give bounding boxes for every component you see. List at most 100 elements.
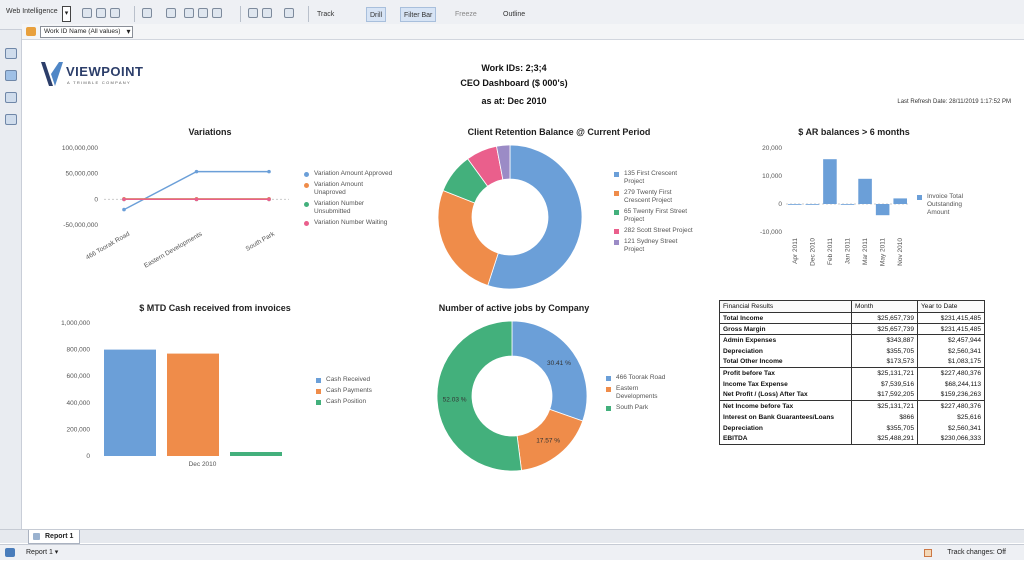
donut-slice xyxy=(511,320,588,422)
last-refresh-date: Last Refresh Date: 28/11/2019 1:17:52 PM xyxy=(897,99,1011,105)
work-id-filter-dropdown[interactable]: Work ID Name (All values) xyxy=(40,26,134,38)
financial-row-label: Depreciation xyxy=(719,345,852,357)
legend-item: Eastern Developments xyxy=(606,385,676,401)
financial-row-ytd: $1,083,175 xyxy=(917,356,985,368)
financial-row-label: Income Tax Expense xyxy=(719,378,852,390)
y-tick-label: -10,000 xyxy=(760,229,782,236)
legend-label: South Park xyxy=(616,404,649,411)
legend-swatch xyxy=(614,172,619,177)
financial-row: Interest on Bank Guarantees/Loans $866 $25… xyxy=(719,411,985,423)
slice-data-label: 52.03 % xyxy=(443,397,467,404)
freeze-button[interactable]: Freeze xyxy=(455,11,477,18)
paste-icon[interactable] xyxy=(198,8,208,18)
outline-button[interactable]: Outline xyxy=(503,11,526,18)
y-tick-label: -50,000,000 xyxy=(63,222,98,229)
refresh-icon[interactable] xyxy=(284,8,294,18)
ar-legend: Invoice Total Outstanding Amount xyxy=(917,193,975,220)
side-panel xyxy=(0,30,22,530)
legend-swatch xyxy=(606,376,611,381)
financial-row-month: $173,573 xyxy=(851,356,918,368)
legend-item: Cash Payments xyxy=(316,387,396,395)
track-button[interactable]: Track xyxy=(317,11,335,18)
financial-row: Depreciation $355,705 $2,560,341 xyxy=(719,345,985,357)
y-tick-label: 10,000 xyxy=(762,173,782,180)
legend-label: Variation Number Unsubmitted xyxy=(314,200,365,215)
ar-bar xyxy=(840,204,855,205)
data-summary-icon[interactable] xyxy=(5,114,17,125)
financial-row-ytd: $227,480,376 xyxy=(917,400,985,412)
legend-label: 279 Twenty First Crescent Project xyxy=(624,189,673,204)
ar-bar xyxy=(788,204,802,205)
x-tick-label: May 2011 xyxy=(880,238,887,266)
logo-subtext: A TRIMBLE COMPANY xyxy=(67,80,131,85)
ar-bar xyxy=(805,204,820,205)
data-point xyxy=(122,197,126,202)
export-icon[interactable] xyxy=(212,8,222,18)
legend-swatch xyxy=(614,210,619,215)
document-structure-icon[interactable] xyxy=(5,70,17,81)
y-tick-label: 0 xyxy=(778,201,782,208)
y-tick-label: 200,000 xyxy=(67,426,91,433)
financial-row-month: $343,887 xyxy=(851,334,918,346)
legend-swatch xyxy=(614,191,619,196)
report-selector[interactable]: Report 1 ▾ xyxy=(26,549,59,556)
jobs-chart-title: Number of active jobs by Company xyxy=(438,303,590,313)
status-bar: Report 1 ▾ Track changes: Off xyxy=(0,544,1024,560)
toolbar-separator xyxy=(308,6,309,22)
financial-row: EBITDA $25,488,291 $230,066,333 xyxy=(719,433,985,445)
ar-bar-chart: 20,000 10,000 0 -10,000 Apr 2011 Dec 2010 Feb … xyxy=(760,145,909,266)
financial-row-ytd: $227,480,376 xyxy=(917,367,985,379)
header-dashboard-title: CEO Dashboard ($ 000's) xyxy=(460,78,568,88)
viewpoint-logo: VIEWPOINT A TRIMBLE COMPANY xyxy=(40,60,180,90)
navigation-map-icon[interactable] xyxy=(5,48,17,59)
legend-swatch xyxy=(316,378,321,383)
filter-bar-button[interactable]: Filter Bar xyxy=(400,7,437,22)
legend-swatch xyxy=(614,229,619,234)
financial-row: Admin Expenses $343,887 $2,457,944 xyxy=(719,334,985,346)
drill-button[interactable]: Drill xyxy=(366,7,387,22)
tab-report-1[interactable]: Report 1 xyxy=(28,530,81,544)
legend-item: Variation Number Waiting xyxy=(304,219,394,227)
financial-row-ytd: $68,244,113 xyxy=(917,378,985,390)
undo-icon[interactable] xyxy=(248,8,258,18)
legend-label: 121 Sydney Street Project xyxy=(624,238,678,253)
toolbar-separator xyxy=(134,6,135,22)
open-icon[interactable] xyxy=(96,8,106,18)
financial-row-ytd: $230,066,333 xyxy=(917,433,985,445)
new-document-icon[interactable] xyxy=(82,8,92,18)
find-icon[interactable] xyxy=(166,8,176,18)
slice-data-label: 30.41 % xyxy=(547,360,571,367)
y-tick-label: 600,000 xyxy=(67,373,91,380)
financial-row: Total Income $25,657,739 $231,415,485 xyxy=(719,312,985,324)
cash-chart-title: $ MTD Cash received from invoices xyxy=(139,303,291,313)
y-tick-label: 400,000 xyxy=(67,400,91,407)
x-tick-label: Jan 2011 xyxy=(845,238,852,265)
legend-label: Eastern Developments xyxy=(616,385,658,400)
legend-swatch xyxy=(304,221,309,226)
copy-icon[interactable] xyxy=(184,8,194,18)
financial-row: Income Tax Expense $7,539,516 $68,244,113 xyxy=(719,378,985,390)
app-menu-caret[interactable]: ▾ xyxy=(62,6,71,22)
legend-label: 282 Scott Street Project xyxy=(624,227,693,234)
input-controls-icon[interactable] xyxy=(5,92,17,103)
cash-bar-chart: 1,000,000 800,000 600,000 400,000 200,000 0 De… xyxy=(61,320,282,468)
report-tab-bar: Report 1 xyxy=(0,529,1024,544)
header-as-at: as at: Dec 2010 xyxy=(481,96,547,106)
redo-icon[interactable] xyxy=(262,8,272,18)
save-icon[interactable] xyxy=(110,8,120,18)
legend-label: 466 Toorak Road xyxy=(616,374,666,381)
financial-row-ytd: $159,236,263 xyxy=(917,389,985,401)
y-tick-label: 800,000 xyxy=(67,347,91,354)
legend-label: Cash Received xyxy=(326,376,371,383)
legend-label: 135 First Crescent Project xyxy=(624,170,678,185)
cash-legend: Cash Received Cash Payments Cash Position xyxy=(316,376,396,409)
y-tick-label: 100,000,000 xyxy=(62,145,99,152)
x-tick-label: Nov 2010 xyxy=(897,238,904,266)
home-icon[interactable] xyxy=(5,548,15,557)
financial-row-month: $25,657,739 xyxy=(851,312,918,324)
print-icon[interactable] xyxy=(142,8,152,18)
track-changes-icon xyxy=(924,549,932,557)
retention-chart-title: Client Retention Balance @ Current Perio… xyxy=(467,127,651,137)
bottom-strip xyxy=(0,560,1024,576)
filter-icon xyxy=(26,27,36,36)
